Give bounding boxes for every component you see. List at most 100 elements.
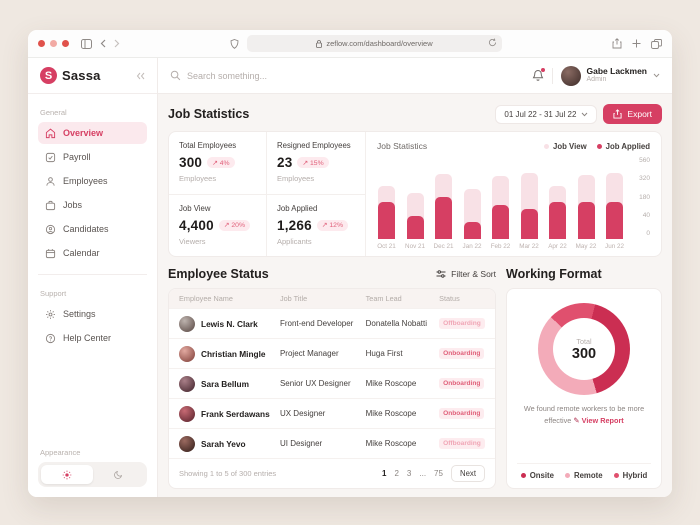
status-badge: Onboarding bbox=[439, 348, 485, 359]
table-row[interactable]: Christian Mingle Project Manager Huga Fi… bbox=[169, 338, 495, 368]
legend-hybrid: Hybrid bbox=[613, 471, 647, 480]
moon-icon bbox=[113, 470, 122, 479]
next-page-button[interactable]: Next bbox=[450, 465, 485, 482]
trend-badge: ↗ 4% bbox=[207, 157, 235, 168]
sidebar-item-jobs[interactable]: Jobs bbox=[38, 194, 147, 216]
export-label: Export bbox=[627, 109, 652, 119]
user-role: Admin bbox=[586, 76, 607, 84]
filter-icon bbox=[436, 270, 446, 278]
sidebar-item-label: Settings bbox=[63, 309, 96, 319]
user-menu[interactable]: Gabe Lackmen Admin bbox=[560, 65, 660, 86]
reload-icon[interactable] bbox=[488, 38, 497, 47]
sidebar-item-label: Payroll bbox=[63, 152, 91, 162]
page-button[interactable]: 3 bbox=[406, 469, 412, 478]
logo: S Sassa bbox=[28, 58, 157, 94]
share-icon[interactable] bbox=[612, 38, 622, 49]
sidebar-item-label: Help Center bbox=[63, 333, 112, 343]
bar-group: Mar 22 bbox=[519, 167, 539, 250]
filter-sort-button[interactable]: Filter & Sort bbox=[436, 269, 496, 279]
job-statistics-card: Total Employees 300 ↗ 4% Employees Resig… bbox=[168, 131, 662, 257]
date-range-picker[interactable]: 01 Jul 22 - 31 Jul 22 bbox=[495, 104, 598, 124]
browser-window: zeflow.com/dashboard/overview S Sassa bbox=[28, 30, 672, 497]
legend-onsite: Onsite bbox=[520, 471, 554, 480]
export-button[interactable]: Export bbox=[603, 104, 662, 124]
search-input[interactable] bbox=[187, 70, 387, 81]
back-icon[interactable] bbox=[100, 39, 106, 48]
sidebar-item-overview[interactable]: Overview bbox=[38, 122, 147, 144]
trend-up-icon: ↗ bbox=[321, 222, 328, 229]
tabs-overview-icon[interactable] bbox=[651, 38, 662, 49]
sidebar-item-settings[interactable]: Settings bbox=[38, 303, 147, 325]
trend-badge: ↗ 20% bbox=[218, 219, 250, 231]
new-tab-icon[interactable] bbox=[632, 39, 641, 48]
page-button[interactable]: 2 bbox=[394, 469, 399, 478]
avatar bbox=[179, 345, 195, 362]
page-button[interactable]: 1 bbox=[382, 469, 387, 478]
sidebar-item-help-center[interactable]: Help Center bbox=[38, 327, 147, 349]
divider bbox=[38, 274, 147, 275]
zoom-window-icon[interactable] bbox=[62, 40, 69, 47]
view-report-link[interactable]: View Report bbox=[581, 415, 624, 425]
sidebar-item-payroll[interactable]: Payroll bbox=[38, 146, 147, 168]
sidebar: S Sassa General Overview bbox=[28, 58, 158, 497]
bar-chart: Job Statistics Job View Job Applied bbox=[365, 132, 661, 256]
notifications-button[interactable] bbox=[532, 68, 545, 82]
status-badge: Onboarding bbox=[439, 378, 485, 389]
home-icon bbox=[45, 128, 56, 139]
url-bar[interactable]: zeflow.com/dashboard/overview bbox=[247, 35, 502, 52]
avatar bbox=[179, 405, 195, 422]
minimize-window-icon[interactable] bbox=[50, 40, 57, 47]
trend-up-icon: ↗ bbox=[212, 159, 218, 167]
sidebar-panel-icon[interactable] bbox=[81, 38, 92, 49]
forward-icon[interactable] bbox=[114, 39, 120, 48]
table-row[interactable]: Sarah Yevo UI Designer Mike Roscope Offb… bbox=[169, 428, 495, 458]
sidebar-item-candidates[interactable]: Candidates bbox=[38, 218, 147, 240]
stat-value: 1,266 bbox=[277, 217, 312, 233]
stat-unit: Employees bbox=[277, 174, 315, 183]
trend-badge: ↗ 15% bbox=[297, 157, 329, 168]
logo-text: Sassa bbox=[62, 68, 101, 83]
close-window-icon[interactable] bbox=[38, 40, 45, 47]
page-button[interactable]: 75 bbox=[434, 469, 443, 478]
search-icon bbox=[170, 70, 181, 81]
user-name: Gabe Lackmen bbox=[586, 65, 647, 76]
theme-toggle[interactable] bbox=[38, 462, 147, 487]
collapse-sidebar-icon[interactable] bbox=[136, 67, 145, 85]
table-row[interactable]: Sara Bellum Senior UX Designer Mike Rosc… bbox=[169, 368, 495, 398]
support-section-label: Support bbox=[40, 289, 67, 298]
chart-title: Job Statistics bbox=[377, 141, 428, 151]
divider bbox=[551, 67, 553, 84]
donut-total-value: 300 bbox=[571, 345, 597, 362]
trend-up-icon: ↗ bbox=[302, 159, 309, 167]
table-row[interactable]: Lewis N. Clark Front-end Developer Donat… bbox=[169, 308, 495, 338]
top-bar: Gabe Lackmen Admin bbox=[158, 58, 672, 94]
briefcase-icon bbox=[45, 200, 56, 211]
export-icon bbox=[613, 109, 622, 119]
stat-unit: Viewers bbox=[179, 236, 206, 246]
shield-icon[interactable] bbox=[230, 38, 239, 49]
payroll-icon bbox=[45, 152, 56, 163]
light-mode-button[interactable] bbox=[41, 465, 93, 484]
appearance-label: Appearance bbox=[40, 448, 81, 457]
sassa-logo-icon: S bbox=[40, 67, 57, 84]
notification-dot bbox=[540, 68, 545, 72]
y-axis: 560 320 180 40 0 bbox=[639, 157, 650, 237]
traffic-lights[interactable] bbox=[38, 40, 69, 47]
table-row[interactable]: Frank Serdawans UX Designer Mike Roscope… bbox=[169, 398, 495, 428]
employees-icon bbox=[45, 176, 56, 187]
stat-value: 300 bbox=[179, 155, 203, 170]
donut-legend: Onsite Remote Hybrid bbox=[517, 463, 651, 480]
stat-value: 4,400 bbox=[179, 217, 214, 233]
bell-icon bbox=[532, 69, 543, 81]
gear-icon bbox=[45, 309, 56, 320]
stat-tiles: Total Employees 300 ↗ 4% Employees Resig… bbox=[169, 132, 365, 256]
sidebar-item-employees[interactable]: Employees bbox=[38, 170, 147, 192]
legend-dot bbox=[544, 143, 550, 149]
working-format-title: Working Format bbox=[506, 267, 602, 281]
table-header: Employee Name Job Title Team Lead Status bbox=[169, 289, 495, 308]
dark-mode-button[interactable] bbox=[93, 465, 145, 484]
sidebar-item-calendar[interactable]: Calendar bbox=[38, 242, 147, 264]
search-box[interactable] bbox=[170, 70, 524, 81]
sidebar-item-label: Jobs bbox=[63, 200, 83, 210]
stat-resigned-employees: Resigned Employees 23 ↗ 15% Employees bbox=[267, 132, 365, 195]
